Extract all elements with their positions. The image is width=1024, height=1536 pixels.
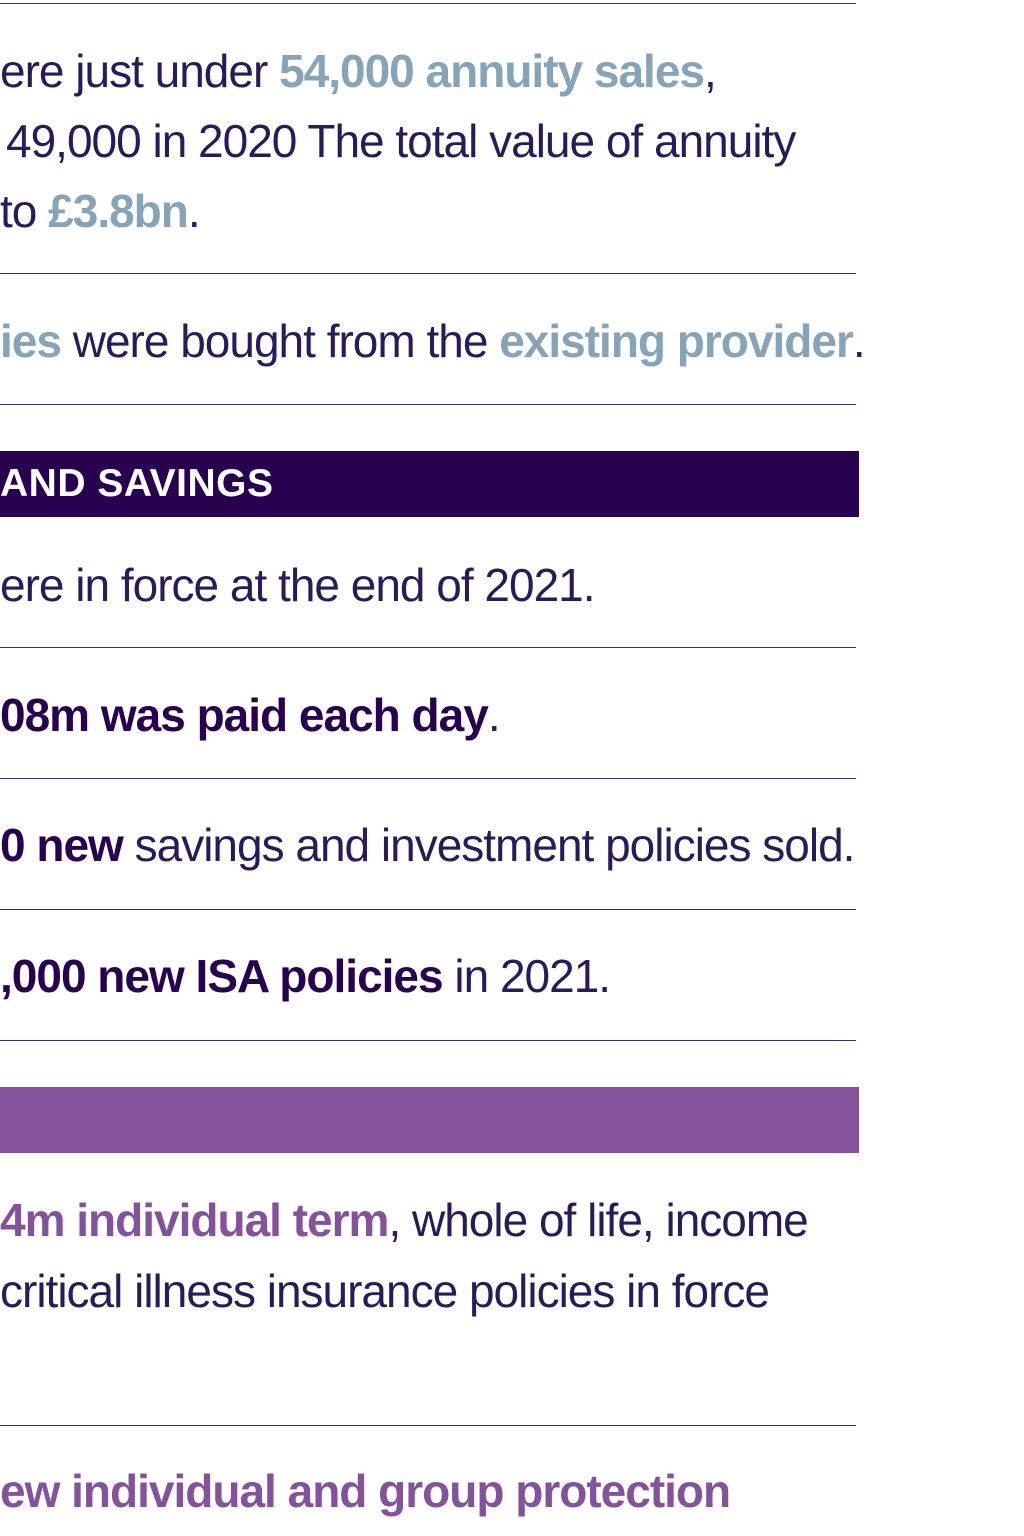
divider: [0, 778, 856, 779]
annuity-total-highlight: £3.8bn: [48, 185, 189, 237]
isa-policies-line: ,000 new ISA policies in 2021.: [0, 949, 611, 1003]
text-fragment: , whole of life, income: [388, 1194, 808, 1246]
divider: [0, 1040, 856, 1041]
text-fragment: .: [187, 185, 201, 237]
divider: [0, 1425, 856, 1426]
text-fragment: ere just under: [0, 45, 280, 97]
isa-policies-highlight: ,000 new ISA policies: [0, 950, 444, 1002]
section-title: AND SAVINGS: [0, 462, 274, 505]
individual-term-line: 4m individual term, whole of life, incom…: [0, 1193, 809, 1247]
text-fragment: ere in force at the end of 2021.: [0, 559, 596, 611]
new-policies-sold-line: 0 new savings and investment policies so…: [0, 818, 856, 872]
divider: [0, 404, 856, 405]
text-fragment: to: [0, 185, 49, 237]
individual-term-highlight: 4m individual term: [0, 1194, 389, 1246]
group-protection-line: ew individual and group protection: [0, 1464, 731, 1518]
text-fragment: .: [852, 315, 866, 367]
text-fragment: critical illness insurance policies in f…: [0, 1265, 770, 1317]
paid-each-day-line: 08m was paid each day.: [0, 688, 501, 742]
text-fragment: .: [487, 689, 501, 741]
provider-highlight-start: ies: [0, 315, 62, 367]
annuity-total-line: to £3.8bn.: [0, 184, 201, 238]
section-header-investments-savings: AND SAVINGS: [0, 451, 859, 517]
text-fragment: were bought from the: [60, 315, 500, 367]
paid-each-day-highlight: 08m was paid each day: [0, 689, 489, 741]
annuity-comparison-line: 49,000 in 2020 The total value of annuit…: [6, 114, 796, 168]
divider: [0, 909, 856, 910]
existing-provider-highlight: existing provider: [499, 315, 854, 367]
existing-provider-line: ies were bought from the existing provid…: [0, 314, 866, 368]
policies-in-force-line: ere in force at the end of 2021.: [0, 558, 596, 612]
divider: [0, 3, 856, 4]
group-protection-highlight: ew individual and group protection: [0, 1465, 731, 1517]
divider: [0, 273, 856, 274]
text-fragment: in 2021.: [442, 950, 611, 1002]
text-fragment: savings and investment policies sold.: [122, 819, 856, 871]
text-fragment: ,: [704, 45, 717, 97]
annuity-sales-line: ere just under 54,000 annuity sales,: [0, 44, 717, 98]
critical-illness-line: critical illness insurance policies in f…: [0, 1264, 770, 1318]
divider: [0, 647, 856, 648]
section-header-protection: [0, 1087, 859, 1153]
new-policies-highlight: 0 new: [0, 819, 124, 871]
text-fragment: 49,000 in 2020 The total value of annuit…: [6, 115, 796, 167]
annuity-sales-highlight: 54,000 annuity sales: [279, 45, 705, 97]
